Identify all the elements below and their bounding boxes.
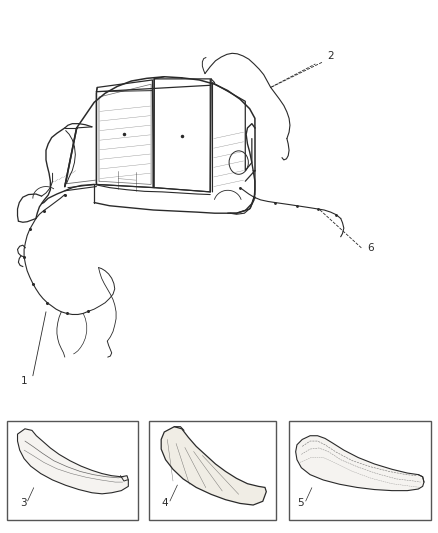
Bar bbox=[289, 421, 431, 520]
Text: 2: 2 bbox=[327, 51, 334, 61]
Bar bbox=[149, 421, 276, 520]
Text: 4: 4 bbox=[161, 498, 168, 508]
Text: 1: 1 bbox=[21, 376, 28, 386]
Text: 5: 5 bbox=[297, 498, 304, 508]
Text: 6: 6 bbox=[367, 243, 374, 253]
Bar bbox=[7, 421, 138, 520]
Text: 3: 3 bbox=[20, 498, 26, 508]
Polygon shape bbox=[18, 429, 128, 494]
Polygon shape bbox=[161, 426, 266, 505]
Polygon shape bbox=[296, 436, 424, 490]
